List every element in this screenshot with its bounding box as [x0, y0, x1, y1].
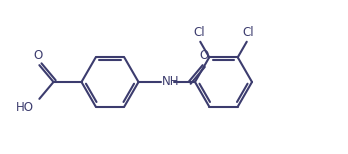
Text: O: O: [199, 49, 208, 62]
Text: O: O: [34, 49, 43, 62]
Text: NH: NH: [161, 75, 179, 87]
Text: Cl: Cl: [193, 26, 205, 39]
Text: HO: HO: [16, 101, 34, 114]
Text: Cl: Cl: [242, 26, 254, 39]
